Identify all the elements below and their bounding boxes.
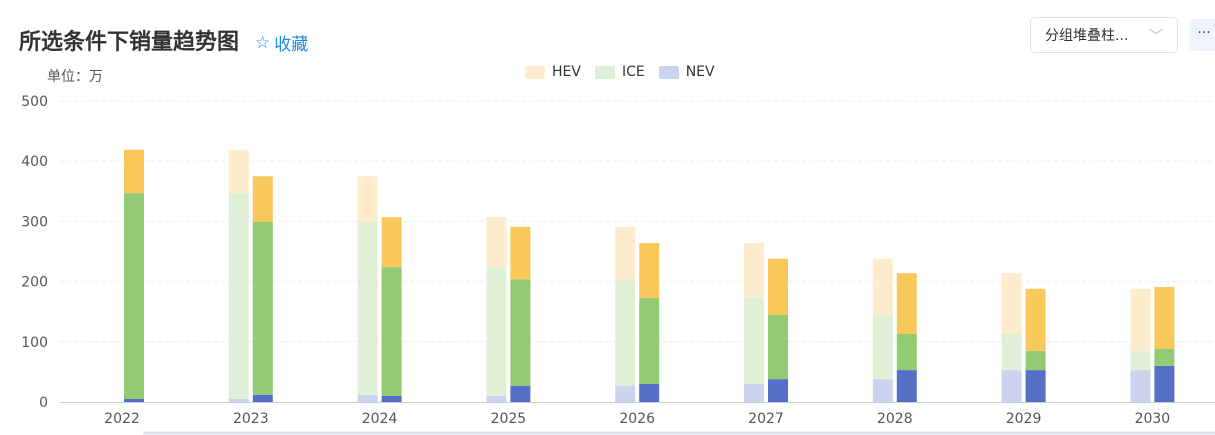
bar-current-ice-2022: [124, 193, 144, 399]
bar-previous-hev-2026: [615, 226, 636, 280]
favorite-button[interactable]: ☆ 收藏: [255, 30, 309, 56]
bar-current-hev-2026: [639, 243, 660, 298]
bar-current-ice-2024: [381, 267, 402, 396]
y-tick-label: 0: [39, 395, 48, 411]
y-tick-label: 200: [21, 275, 48, 291]
bar-previous-nev-2024: [357, 394, 378, 402]
favorite-label: 收藏: [274, 35, 309, 55]
bar-current-ice-2023: [252, 222, 273, 395]
star-icon: ☆: [255, 32, 271, 53]
legend: HEV ICE NEV: [525, 64, 715, 80]
legend-label: NEV: [685, 64, 715, 80]
legend-item-hev[interactable]: HEV: [525, 64, 581, 80]
bar-current-hev-2022: [124, 149, 144, 194]
bar-current-hev-2027: [768, 258, 788, 315]
x-tick-label: 2023: [233, 411, 269, 427]
more-button[interactable]: ···: [1189, 19, 1215, 51]
bar-current-nev-2029: [1025, 370, 1046, 402]
bar-previous-hev-2025: [486, 217, 507, 268]
x-tick-label: 2026: [619, 411, 655, 427]
legend-item-ice[interactable]: ICE: [594, 64, 645, 80]
x-tick-label: 2022: [104, 411, 140, 427]
legend-label: HEV: [552, 64, 581, 80]
bar-current-ice-2029: [1025, 350, 1046, 371]
bar-previous-nev-2028: [872, 379, 893, 402]
bar-current-nev-2022: [124, 398, 144, 402]
bar-previous-hev-2023: [228, 149, 249, 194]
bar-current-nev-2028: [896, 370, 917, 402]
bar-previous-ice-2025: [486, 267, 507, 396]
bar-previous-nev-2023: [228, 398, 249, 402]
bar-current-hev-2024: [381, 217, 402, 268]
y-tick-label: 100: [21, 335, 48, 351]
bar-previous-hev-2024: [357, 176, 378, 223]
bar-current-nev-2025: [510, 385, 531, 402]
chart-type-select[interactable]: 分组堆叠柱... ﹀: [1030, 17, 1178, 53]
bar-previous-ice-2027: [744, 297, 764, 384]
x-tick-label: 2027: [748, 411, 784, 427]
chart-type-value: 分组堆叠柱...: [1045, 28, 1129, 44]
x-tick-label: 2028: [877, 411, 913, 427]
y-tick-label: 300: [21, 214, 48, 230]
x-tick-label: 2029: [1006, 411, 1042, 427]
bar-previous-ice-2026: [615, 279, 636, 386]
bar-previous-ice-2029: [1001, 333, 1022, 371]
y-tick-label: 500: [21, 94, 48, 110]
bar-previous-hev-2028: [872, 258, 893, 315]
x-tick-label: 2030: [1135, 411, 1171, 427]
bar-previous-hev-2029: [1001, 273, 1022, 334]
bar-previous-hev-2030: [1130, 288, 1151, 351]
bar-previous-ice-2030: [1130, 350, 1151, 371]
bar-current-ice-2027: [768, 314, 788, 380]
bar-previous-hev-2027: [744, 243, 764, 298]
bar-current-hev-2029: [1025, 288, 1046, 351]
bar-current-hev-2023: [252, 176, 273, 223]
bar-current-nev-2024: [381, 395, 402, 402]
bar-current-ice-2030: [1154, 349, 1175, 366]
chevron-down-icon: ﹀: [1149, 29, 1163, 45]
y-tick-label: 400: [21, 154, 48, 170]
legend-swatch: [594, 65, 615, 79]
legend-swatch: [525, 65, 545, 79]
legend-swatch: [658, 65, 679, 79]
x-tick-label: 2025: [491, 411, 527, 427]
legend-item-nev[interactable]: NEV: [658, 64, 715, 80]
bar-current-ice-2028: [896, 333, 917, 371]
bar-previous-nev-2030: [1130, 370, 1151, 402]
bar-current-nev-2027: [768, 379, 788, 402]
bar-previous-ice-2028: [872, 314, 893, 380]
bar-previous-nev-2026: [615, 385, 636, 402]
bar-current-nev-2026: [639, 383, 660, 402]
bar-current-ice-2025: [510, 279, 531, 386]
page-title: 所选条件下销量趋势图: [19, 30, 240, 55]
bar-previous-nev-2029: [1001, 370, 1022, 402]
bar-previous-ice-2023: [228, 193, 249, 399]
bar-current-hev-2030: [1154, 287, 1175, 350]
bar-current-nev-2023: [252, 394, 273, 402]
bar-previous-nev-2027: [744, 383, 764, 402]
legend-label: ICE: [621, 64, 645, 80]
bar-previous-nev-2025: [486, 395, 507, 402]
bar-current-ice-2026: [639, 297, 660, 384]
unit-label: 单位：万: [47, 69, 103, 85]
bar-previous-ice-2024: [357, 222, 378, 395]
bar-current-hev-2025: [510, 226, 531, 280]
bar-current-nev-2030: [1154, 365, 1175, 402]
bar-current-hev-2028: [896, 273, 917, 334]
x-tick-label: 2024: [362, 411, 398, 427]
